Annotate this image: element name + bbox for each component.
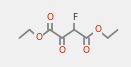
Text: O: O xyxy=(94,25,101,34)
Text: O: O xyxy=(83,46,90,55)
Text: O: O xyxy=(59,46,66,55)
Text: O: O xyxy=(46,13,53,22)
Text: O: O xyxy=(35,33,42,42)
Text: F: F xyxy=(72,13,77,22)
